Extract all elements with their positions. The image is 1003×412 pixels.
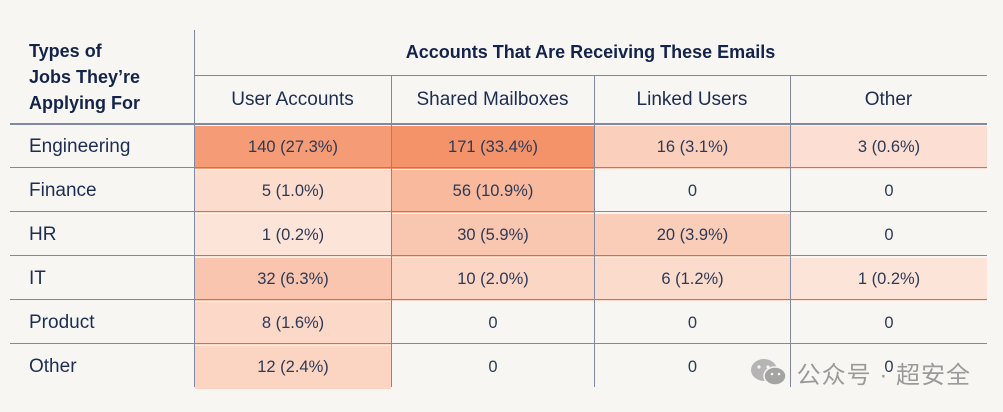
table-cell: 16 (3.1%) — [595, 126, 790, 169]
table-cell: 0 — [884, 182, 894, 200]
column-header: Other — [864, 89, 913, 110]
row-divider — [10, 255, 987, 256]
table-cell: 0 — [884, 314, 894, 332]
table-cell: 0 — [488, 314, 498, 332]
column-divider — [790, 76, 791, 387]
wechat-icon — [750, 359, 787, 386]
row-divider — [10, 343, 987, 344]
watermark: 公众号 · 超安全 — [749, 352, 971, 392]
row-label: Product — [29, 312, 95, 333]
group-title-divider — [194, 75, 987, 76]
column-divider — [194, 30, 195, 387]
table-cell: 3 (0.6%) — [791, 126, 987, 169]
column-divider — [594, 76, 595, 387]
row-divider — [10, 299, 987, 300]
table-cell: 0 — [884, 226, 894, 244]
table-cell: 20 (3.9%) — [595, 214, 790, 257]
table-cell: 30 (5.9%) — [392, 214, 594, 257]
row-divider — [10, 167, 987, 168]
table-cell: 0 — [687, 358, 698, 376]
table-cell: 10 (2.0%) — [392, 258, 594, 301]
table-cell: 0 — [687, 314, 698, 332]
table-cell: 0 — [687, 182, 698, 200]
table-cell: 32 (6.3%) — [195, 258, 391, 301]
table-cell: 6 (1.2%) — [595, 258, 790, 301]
row-header: Types of Jobs They’re Applying For — [29, 41, 141, 113]
row-label: Engineering — [29, 136, 131, 157]
row-divider — [10, 211, 987, 212]
column-header: Linked Users — [636, 89, 748, 110]
row-label: HR — [29, 224, 57, 245]
column-divider — [391, 76, 392, 387]
row-label: Other — [29, 356, 77, 377]
table-cell: 171 (33.4%) — [392, 126, 594, 169]
table-cell: 5 (1.0%) — [195, 170, 391, 213]
column-header: User Accounts — [231, 89, 354, 110]
table-cell: 0 — [488, 358, 498, 376]
table-cell: 8 (1.6%) — [195, 302, 391, 345]
table-cell: 1 (0.2%) — [791, 258, 987, 301]
row-label: Finance — [29, 180, 97, 201]
table-cell: 1 (0.2%) — [195, 214, 391, 257]
row-divider — [10, 123, 987, 125]
watermark-text: 公众号 · 超安全 — [796, 361, 971, 389]
row-label: IT — [29, 268, 46, 289]
table-cell: 140 (27.3%) — [195, 126, 391, 169]
table-cell: 12 (2.4%) — [195, 346, 391, 389]
table-cell: 56 (10.9%) — [392, 170, 594, 213]
table-cell: 0 — [884, 358, 894, 376]
column-header: Shared Mailboxes — [416, 89, 569, 110]
column-group-title: Accounts That Are Receiving These Emails — [405, 41, 776, 62]
